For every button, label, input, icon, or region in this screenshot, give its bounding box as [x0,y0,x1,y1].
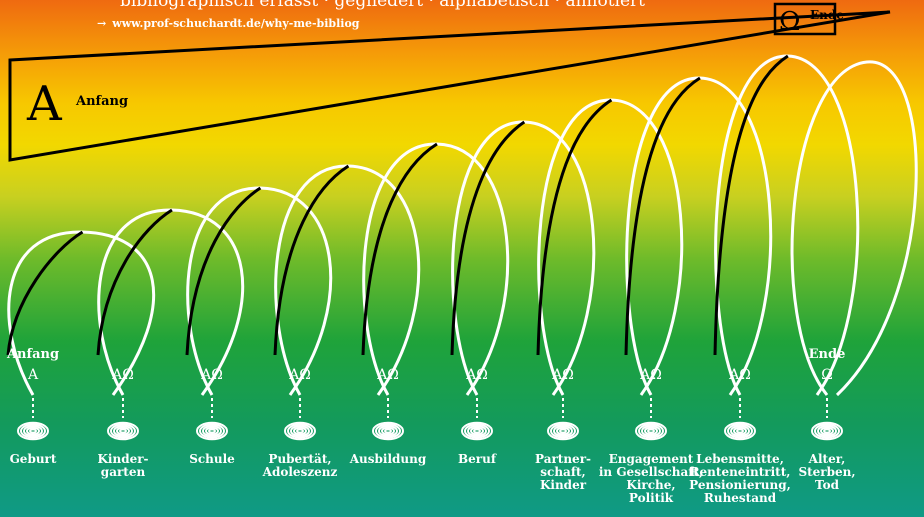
stage-label: Geburt [9,452,57,466]
spiral-coil-icon [17,421,49,441]
arrow-right-icon: → [97,17,107,30]
loop-arc-black [361,142,438,356]
spiral-coil-icon [107,421,139,441]
spiral-coil-icon [811,421,843,441]
stage-label: Partner-schaft, Kinder [534,452,592,492]
stage-head: Ende [808,347,846,362]
stage-head: Anfang [6,347,60,362]
stage-symbol: AΩ [640,367,662,383]
stage-symbol: AΩ [112,367,134,383]
stage-symbol: Ω [821,367,833,383]
start-letter: A [27,76,62,132]
stage-symbol: AΩ [466,367,488,383]
header-subtitle: bibliographisch erfasst · gegliedert · a… [120,0,646,11]
spiral-coil-icon [635,421,667,441]
loop-arc-black [185,186,262,356]
stage-symbol: AΩ [289,367,311,383]
stage-label: Alter, Sterben, Tod [798,452,856,492]
spiral-coil-icon [461,421,493,441]
loop-arc-black [96,208,173,356]
spiral-coil-icon [284,421,316,441]
loop-arc-black [536,98,613,356]
stage-symbol: AΩ [552,367,574,383]
loop-arc-black [450,120,526,356]
url-link[interactable]: www.prof-schuchardt.de/why-me-bibliog [112,17,360,30]
loop-arc-white [451,120,596,396]
stage-symbol: AΩ [201,367,223,383]
loop-arc-white [625,76,773,396]
stage-label: Engagement in Gesellschaft, Kirche, Politik [598,452,704,505]
stage-label: Beruf [458,452,496,466]
stage-label: Kinder-garten [97,452,149,479]
stage-label: Ausbildung [349,452,427,466]
loop-arc-white [714,54,860,396]
loop-arc-white [537,98,684,396]
stage-symbol: AΩ [729,367,751,383]
stage-symbol: AΩ [377,367,399,383]
stage-label: Schule [189,452,235,466]
url-line: → www.prof-schuchardt.de/why-me-bibliog [97,17,359,30]
loop-arc-black [273,164,350,356]
loop-arc-black [713,54,789,356]
spiral-coil-icon [547,421,579,441]
time-wedge [8,10,891,162]
loop-arc-black [624,76,701,356]
loop-arc-black [6,230,84,356]
end-letter: Ω [779,7,801,37]
end-label: Ende [810,8,844,22]
stage-label: Lebensmitte, Renteneintritt, Pensionierung… [689,452,791,505]
stage-symbol: A [27,367,39,383]
omega-box [773,2,837,36]
loop-arc-white [362,142,510,396]
stage-label: Pubertät, Adoleszenz [262,452,338,479]
spiral-coil-icon [196,421,228,441]
spiral-coil-icon [724,421,756,441]
start-label: Anfang [76,94,129,109]
spiral-coil-icon [372,421,404,441]
loop-arc-white-final [790,60,918,397]
